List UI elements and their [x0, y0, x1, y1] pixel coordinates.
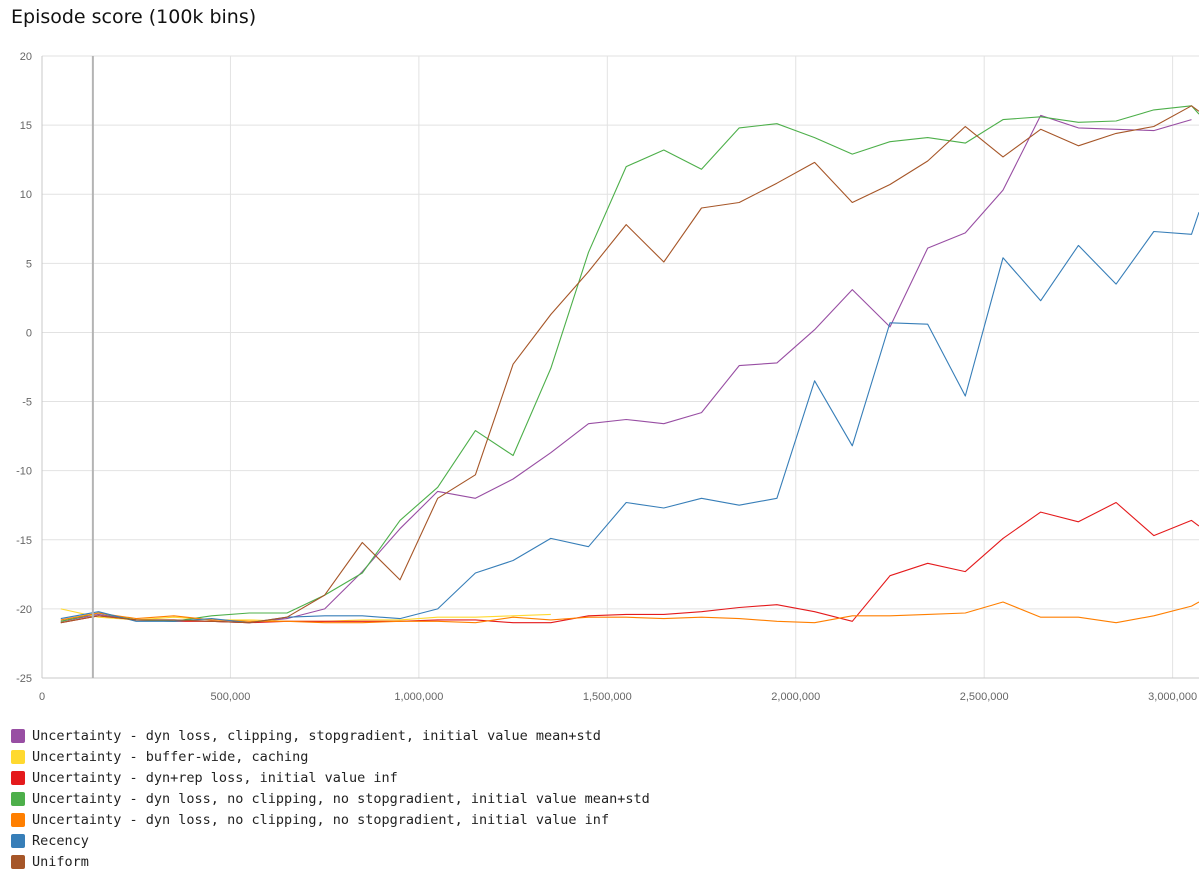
- legend-item[interactable]: Uncertainty - dyn+rep loss, initial valu…: [11, 767, 650, 788]
- legend-swatch[interactable]: [11, 749, 25, 764]
- legend-label: Recency: [32, 832, 89, 849]
- y-axis-ticks: 20 15 10 5 0 -5 -10 -15 -20 -25: [16, 51, 32, 685]
- line-chart[interactable]: 20 15 10 5 0 -5 -10 -15 -20 -25 0 500,000 1,000,000…: [0, 0, 1199, 720]
- legend-swatch[interactable]: [11, 833, 25, 848]
- x-tick-label: 3,000,000: [1148, 691, 1197, 703]
- x-tick-label: 0: [39, 691, 45, 703]
- x-axis-ticks: 0 500,000 1,000,000 1,500,000 2,000,000 2,500…: [39, 691, 1197, 703]
- y-tick-label: -15: [16, 535, 32, 547]
- legend-swatch[interactable]: [11, 791, 25, 806]
- legend-swatch[interactable]: [11, 770, 25, 785]
- legend-label: Uncertainty - buffer-wide, caching: [32, 748, 309, 765]
- legend-item[interactable]: Uncertainty - dyn loss, clipping, stopgr…: [11, 725, 650, 746]
- y-tick-label: -10: [16, 466, 32, 478]
- y-tick-label: 5: [26, 258, 32, 270]
- legend-label: Uncertainty - dyn+rep loss, initial valu…: [32, 769, 398, 786]
- legend-item[interactable]: Uncertainty - buffer-wide, caching: [11, 746, 650, 767]
- legend: Uncertainty - dyn loss, clipping, stopgr…: [11, 725, 650, 872]
- grid-lines: [41, 55, 1199, 679]
- y-tick-label: 10: [20, 189, 32, 201]
- legend-item[interactable]: Uncertainty - dyn loss, no clipping, no …: [11, 809, 650, 830]
- legend-label: Uniform: [32, 853, 89, 870]
- legend-swatch[interactable]: [11, 812, 25, 827]
- legend-label: Uncertainty - dyn loss, clipping, stopgr…: [32, 727, 601, 744]
- y-tick-label: 0: [26, 327, 32, 339]
- x-tick-label: 500,000: [211, 691, 251, 703]
- legend-item[interactable]: Recency: [11, 830, 650, 851]
- legend-label: Uncertainty - dyn loss, no clipping, no …: [32, 811, 610, 828]
- x-tick-label: 1,500,000: [583, 691, 632, 703]
- legend-label: Uncertainty - dyn loss, no clipping, no …: [32, 790, 650, 807]
- x-tick-label: 1,000,000: [394, 691, 443, 703]
- chart-title: Episode score (100k bins): [11, 6, 257, 28]
- legend-item[interactable]: Uniform: [11, 851, 650, 872]
- series-lines: [60, 105, 1199, 624]
- x-tick-label: 2,000,000: [771, 691, 820, 703]
- series-line-3: [60, 501, 1199, 624]
- series-line-4: [60, 105, 1199, 622]
- legend-swatch[interactable]: [11, 854, 25, 869]
- y-tick-label: -5: [22, 397, 32, 409]
- y-tick-label: -25: [16, 673, 32, 685]
- y-tick-label: 15: [20, 120, 32, 132]
- series-line-6: [60, 212, 1199, 624]
- y-tick-label: -20: [16, 604, 32, 616]
- legend-swatch[interactable]: [11, 728, 25, 743]
- series-line-7: [60, 105, 1199, 624]
- y-tick-label: 20: [20, 51, 32, 63]
- legend-item[interactable]: Uncertainty - dyn loss, no clipping, no …: [11, 788, 650, 809]
- x-tick-label: 2,500,000: [960, 691, 1009, 703]
